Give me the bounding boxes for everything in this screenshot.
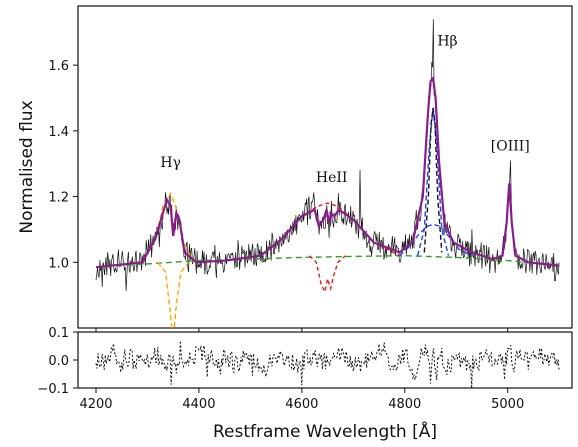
y-tick-label: 0.1 <box>48 326 69 341</box>
residual-panel: −0.1 0.0 0.1 4200 4400 4600 4800 5000 Restframe… <box>37 326 573 442</box>
y-tick-label: 1.6 <box>48 59 69 74</box>
y-tick-label: 1.0 <box>48 256 69 271</box>
spectrum-plot-area <box>77 5 573 329</box>
observed-spectrum-line <box>95 19 560 291</box>
line-labels: Hγ HeII Hβ [OIII] <box>160 33 529 185</box>
y-tick-label: 0.0 <box>48 354 69 369</box>
series-continuum <box>95 254 560 268</box>
observed-spectrum <box>95 19 560 291</box>
series-heii-absorption <box>309 255 347 294</box>
y-tick-label: 1.2 <box>48 191 69 206</box>
y-tick-label: 1.4 <box>48 125 69 140</box>
x-tick-label: 4200 <box>79 397 112 412</box>
series-total-model <box>95 75 560 269</box>
line-label-heii: HeII <box>316 170 348 186</box>
y-axis-label: Normalised flux <box>17 100 37 233</box>
series-hbeta-core <box>423 107 443 253</box>
spectrum-model-lines <box>95 75 560 328</box>
line-label-hgamma: Hγ <box>160 155 181 171</box>
x-tick-label: 4600 <box>285 397 318 412</box>
x-tick-label: 5000 <box>491 397 524 412</box>
line-label-oiii: [OIII] <box>491 139 530 155</box>
x-axis-label: Restframe Wavelength [Å] <box>213 420 437 442</box>
spectrum-ticks: 1.0 1.2 1.4 1.6 <box>48 59 509 333</box>
x-tick-label: 4800 <box>388 397 421 412</box>
residual-ticks: −0.1 0.0 0.1 4200 4400 4600 4800 5000 <box>37 326 524 412</box>
y-tick-label: −0.1 <box>37 382 69 397</box>
residual-line <box>95 340 560 388</box>
line-label-hbeta: Hβ <box>437 33 457 49</box>
spectrum-panel: 1.0 1.2 1.4 1.6 Hγ HeII Hβ [OIII] Normalised f… <box>17 5 573 333</box>
x-tick-label: 4400 <box>182 397 215 412</box>
series-residuals <box>95 340 560 388</box>
series-hgamma-absorption <box>157 261 190 328</box>
